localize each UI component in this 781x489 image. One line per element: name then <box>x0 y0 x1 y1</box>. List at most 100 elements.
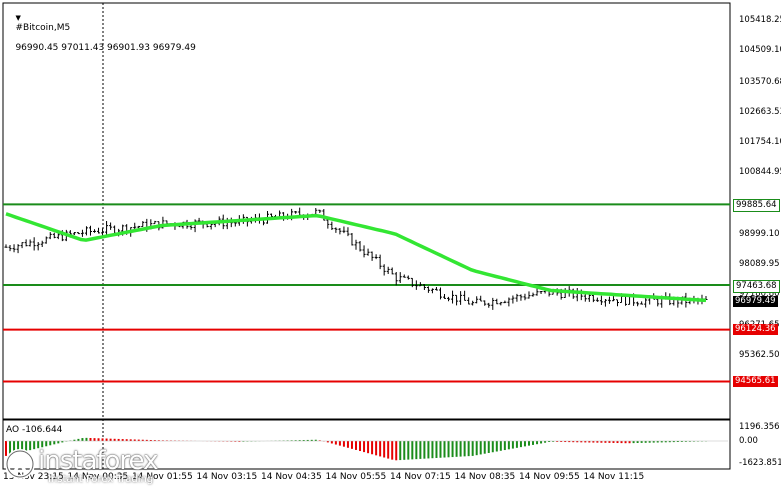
price-bar <box>342 226 346 234</box>
price-bar <box>84 226 88 236</box>
price-bar <box>386 266 390 275</box>
price-bar <box>523 293 527 301</box>
price-bar <box>495 298 499 305</box>
price-bar <box>410 277 414 288</box>
price-bar <box>487 302 491 308</box>
price-bar <box>636 301 640 307</box>
price-bar <box>88 225 92 236</box>
ao-indicator-label: AO -106.644 <box>6 425 63 435</box>
price-bar <box>640 301 644 305</box>
price-bar <box>153 220 157 225</box>
price-axis-label: 97180.80 <box>739 289 780 300</box>
price-bar <box>378 254 382 270</box>
price-bar <box>93 229 97 233</box>
price-bar <box>382 264 386 276</box>
price-bar <box>346 227 350 237</box>
price-bar <box>97 227 101 234</box>
price-bar <box>334 227 338 233</box>
price-bar <box>515 293 519 302</box>
instaforex-logo: instaforex Instant Forex Trading <box>4 446 184 486</box>
price-bar <box>24 239 28 247</box>
price-bar <box>28 239 32 247</box>
price-bar <box>575 288 579 302</box>
time-axis-label: 14 Nov 00:35 <box>67 472 129 482</box>
price-bar <box>390 267 394 275</box>
price-bar <box>350 233 354 246</box>
price-bar <box>20 242 24 249</box>
price-bar <box>463 290 467 301</box>
price-bar <box>438 287 442 300</box>
price-bar <box>644 296 648 308</box>
price-bar <box>615 299 619 307</box>
price-bar <box>52 232 56 239</box>
price-bar <box>624 295 628 306</box>
price-bar <box>491 297 495 310</box>
price-bar <box>471 300 475 306</box>
time-axis-label: 14 Nov 04:35 <box>261 472 322 482</box>
price-axis-label: 104509.10 <box>739 45 781 56</box>
price-axis-label: 100844.95 <box>739 167 781 178</box>
price-bar <box>527 291 531 299</box>
price-bar <box>16 244 20 254</box>
price-bar <box>12 244 16 253</box>
logo-subtitle: Instant Forex Trading <box>48 474 154 485</box>
price-bar <box>603 298 607 307</box>
price-bar <box>56 232 60 240</box>
moving-average-line <box>5 212 707 303</box>
time-axis-label: 14 Nov 03:15 <box>196 472 258 482</box>
price-bar <box>209 223 213 230</box>
price-bar <box>483 300 487 306</box>
price-axis-label: 98089.95 <box>739 259 780 270</box>
price-bar <box>40 240 44 247</box>
ao-axis-label: 0.00 <box>739 436 758 446</box>
time-axis-label: 14 Nov 11:15 <box>583 472 645 482</box>
price-bar <box>467 297 471 305</box>
menu-triangle-icon[interactable]: ▼ <box>15 14 21 22</box>
chart-header: ▼ #Bitcoin,M5 96990.45 97011.43 96901.93… <box>4 3 196 63</box>
price-bar <box>72 231 76 235</box>
price-bar <box>193 219 197 233</box>
price-bar <box>599 295 603 305</box>
price-bar <box>80 229 84 237</box>
price-bar <box>519 294 523 301</box>
time-axis-label: 14 Nov 05:55 <box>325 472 387 482</box>
price-bar <box>105 221 109 237</box>
price-axis-label: 98999.10 <box>739 228 780 239</box>
price-bar <box>499 301 503 306</box>
price-bar <box>354 239 358 250</box>
price-bar <box>36 242 40 251</box>
time-axis-label: 13 Nov 23:15 <box>3 472 64 482</box>
time-axis-label: 14 Nov 07:15 <box>390 472 451 482</box>
price-bar <box>109 222 113 230</box>
ohlc-values: 96990.45 97011.43 96901.93 96979.49 <box>15 43 196 53</box>
resistance-upper-tag: 99885.64 <box>733 198 780 212</box>
price-bar <box>32 237 36 251</box>
time-axis-label: 14 Nov 09:55 <box>519 472 580 482</box>
price-bar <box>338 228 342 235</box>
price-bar <box>507 297 511 307</box>
price-bar <box>141 221 145 228</box>
price-bar <box>366 248 370 256</box>
price-bar <box>48 232 52 240</box>
price-bar <box>531 292 535 297</box>
logo-text: instaforex <box>38 446 158 476</box>
price-bar <box>535 288 539 296</box>
ao-axis-label: 1196.356 <box>739 422 780 432</box>
price-bar <box>595 297 599 302</box>
ao-axis-label: -1623.851 <box>739 458 781 468</box>
price-bar <box>394 272 398 286</box>
price-bar <box>475 296 479 304</box>
price-bar <box>607 296 611 304</box>
price-bar <box>402 274 406 278</box>
price-bar <box>76 232 80 235</box>
price-bar <box>205 223 209 228</box>
price-bar <box>587 293 591 302</box>
price-bar <box>455 294 459 306</box>
price-bar <box>330 221 334 230</box>
symbol-label: #Bitcoin,M5 <box>15 23 71 33</box>
instaforex-logo-icon <box>5 449 35 479</box>
price-bar <box>418 282 422 287</box>
price-bar <box>434 286 438 291</box>
